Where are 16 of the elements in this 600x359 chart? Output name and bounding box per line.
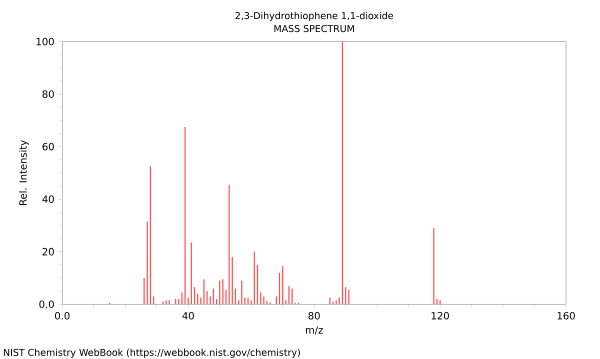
y-axis-title: Rel. Intensity (19, 140, 29, 205)
y-tick-label: 40 (42, 195, 54, 203)
x-tick-label: 0.0 (55, 312, 70, 320)
y-tick-label: 100 (36, 38, 54, 46)
x-tick-label: 40 (182, 312, 194, 320)
y-tick-label: 0.0 (39, 300, 54, 308)
x-tick-label: 120 (432, 312, 449, 320)
x-tick-label: 160 (558, 312, 575, 320)
text: NIST Chemistry WebBook (https://webbook.nist.gov/chemistry) (4, 348, 300, 358)
y-tick-label: 80 (42, 90, 54, 98)
chart-title: 2,3-Dihydrothiophene 1,1-dioxide (236, 12, 394, 21)
y-tick-label: 20 (42, 248, 54, 256)
x-tick-label: 80 (308, 312, 320, 320)
chart-subtitle: MASS SPECTRUM (274, 24, 354, 32)
x-axis-title: m/z (306, 326, 323, 334)
y-tick-label: 60 (42, 142, 54, 150)
